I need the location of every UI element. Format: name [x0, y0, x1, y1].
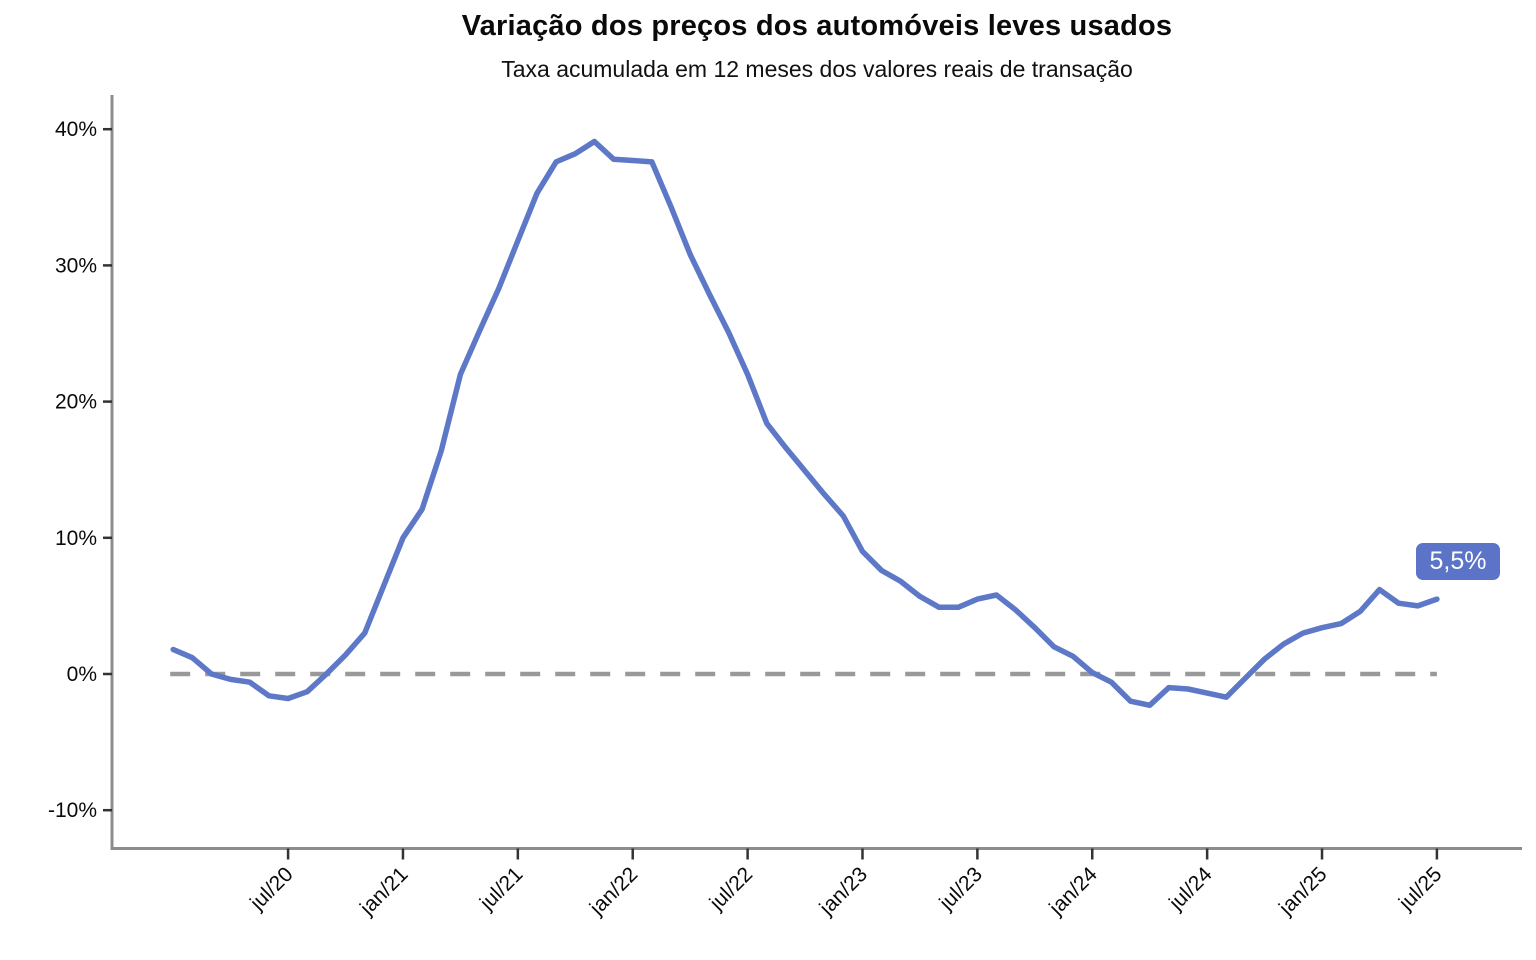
y-tick-label: 30%	[55, 254, 97, 277]
x-tick-label: jan/24	[1044, 863, 1102, 921]
x-tick-label: jul/22	[705, 863, 757, 915]
x-tick-label: jul/24	[1164, 863, 1217, 916]
x-tick-label: jan/21	[355, 863, 412, 920]
x-tick-label: jan/22	[585, 863, 642, 920]
x-tick-label: jul/21	[475, 863, 527, 915]
x-tick-label: jul/20	[245, 863, 297, 915]
y-tick-label: 20%	[55, 391, 97, 414]
x-tick-label: jul/25	[1394, 863, 1446, 915]
y-tick-label: 40%	[55, 118, 97, 141]
price-variation-line	[170, 138, 1440, 709]
x-tick-label: jan/23	[815, 863, 872, 920]
chart-title: Variação dos preços dos automóveis leves…	[461, 10, 1173, 42]
last-value-badge: 5,5%	[1416, 543, 1500, 580]
y-tick-label: 10%	[55, 527, 97, 550]
chart-subtitle: Taxa acumulada em 12 meses dos valores r…	[501, 56, 1133, 82]
y-tick-label: -10%	[48, 799, 97, 822]
x-tick-label: jan/25	[1274, 863, 1331, 920]
x-tick-label: jul/23	[934, 863, 986, 915]
y-tick-label: 0%	[67, 663, 97, 686]
